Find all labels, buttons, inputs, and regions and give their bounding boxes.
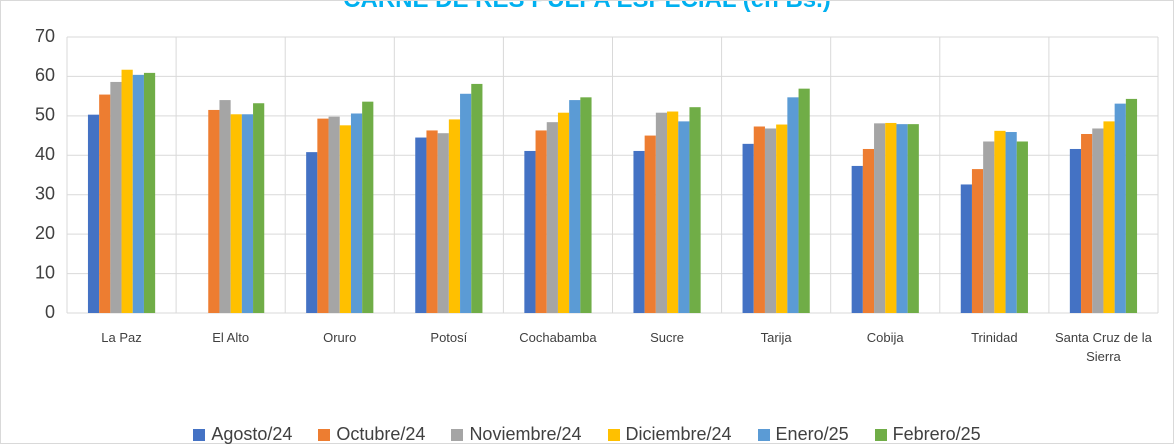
bar bbox=[230, 114, 242, 313]
bar bbox=[1103, 121, 1115, 314]
bar bbox=[328, 116, 340, 313]
x-tick-label: Tarija bbox=[760, 330, 792, 345]
bar bbox=[253, 103, 265, 314]
y-tick-label: 50 bbox=[35, 105, 55, 125]
x-tick-label: Cobija bbox=[866, 330, 904, 345]
bar bbox=[960, 184, 972, 313]
y-tick-label: 70 bbox=[35, 26, 55, 46]
legend-item: Diciembre/24 bbox=[607, 424, 732, 444]
bar bbox=[437, 133, 449, 313]
x-tick-label: Cochabamba bbox=[519, 330, 597, 345]
legend-label: Noviembre/24 bbox=[469, 424, 582, 444]
bar bbox=[208, 109, 220, 313]
bar bbox=[415, 137, 427, 313]
x-tick-label: Santa Cruz de la Sierra bbox=[1055, 330, 1152, 364]
chart-title: CARNE DE RES PULPA ESPECIAL (en Bs.) bbox=[0, 0, 1174, 14]
legend-label: Enero/25 bbox=[775, 424, 849, 444]
bar bbox=[689, 107, 701, 313]
bar bbox=[851, 165, 863, 313]
legend-swatch bbox=[607, 428, 620, 441]
x-tick-label: Potosí bbox=[430, 330, 468, 345]
bar bbox=[764, 128, 777, 313]
legend-item: Noviembre/24 bbox=[451, 424, 582, 444]
legend-swatch bbox=[193, 428, 206, 441]
bar bbox=[874, 123, 886, 313]
bar bbox=[362, 101, 374, 313]
bar bbox=[143, 72, 156, 313]
legend-item: Febrero/25 bbox=[874, 424, 981, 444]
legend: Agosto/24 Octubre/24 Noviembre/24 Diciembre… bbox=[0, 424, 1174, 444]
bar bbox=[667, 111, 679, 314]
bar bbox=[1092, 128, 1104, 313]
bar bbox=[994, 130, 1006, 313]
y-tick-label: 30 bbox=[35, 183, 55, 203]
x-tick-label: Oruro bbox=[323, 330, 357, 345]
bar bbox=[426, 130, 438, 313]
bar bbox=[798, 88, 810, 313]
bar bbox=[1069, 148, 1082, 313]
bar bbox=[776, 124, 788, 313]
bar bbox=[569, 100, 581, 313]
y-tick-label: 60 bbox=[35, 65, 55, 85]
legend-swatch bbox=[451, 428, 464, 441]
bar bbox=[1114, 103, 1126, 314]
legend-label: Febrero/25 bbox=[892, 424, 981, 444]
bar bbox=[121, 69, 133, 314]
bar bbox=[885, 122, 897, 313]
bar bbox=[742, 143, 754, 313]
bar bbox=[1005, 132, 1017, 313]
bar bbox=[644, 135, 656, 313]
x-tick-label: La Paz bbox=[101, 330, 142, 345]
bar bbox=[350, 113, 363, 314]
legend-label: Diciembre/24 bbox=[625, 424, 732, 444]
y-tick-label: 40 bbox=[35, 144, 55, 164]
bar bbox=[557, 112, 570, 314]
bar bbox=[655, 112, 668, 314]
bar bbox=[787, 97, 799, 313]
bar bbox=[317, 118, 329, 313]
bar bbox=[132, 74, 144, 313]
bar bbox=[460, 93, 472, 313]
legend-label: Octubre/24 bbox=[336, 424, 426, 444]
legend-swatch bbox=[757, 428, 770, 441]
legend-swatch bbox=[874, 428, 887, 441]
bar bbox=[983, 141, 995, 313]
y-tick-label: 10 bbox=[35, 262, 55, 282]
bar bbox=[580, 97, 592, 313]
bar bbox=[219, 100, 231, 313]
legend-item: Agosto/24 bbox=[193, 424, 292, 444]
legend-item: Octubre/24 bbox=[318, 424, 425, 444]
bar bbox=[306, 152, 318, 313]
bar bbox=[535, 130, 547, 313]
legend-label: Agosto/24 bbox=[211, 424, 293, 444]
bar bbox=[241, 114, 254, 313]
bar bbox=[862, 148, 875, 313]
bar bbox=[633, 150, 645, 313]
x-tick-label: Sucre bbox=[650, 330, 685, 345]
bar bbox=[524, 150, 536, 313]
bar bbox=[753, 126, 765, 313]
y-tick-label: 20 bbox=[35, 223, 55, 243]
bar bbox=[896, 124, 908, 313]
x-tick-label: Trinidad bbox=[971, 330, 1018, 345]
bar bbox=[907, 124, 919, 313]
bar bbox=[1081, 133, 1093, 313]
bar bbox=[448, 119, 461, 313]
bar bbox=[110, 81, 122, 313]
bar bbox=[678, 121, 690, 314]
bar bbox=[471, 83, 483, 313]
x-tick-label: El Alto bbox=[212, 330, 250, 345]
bar bbox=[546, 122, 558, 313]
legend-swatch bbox=[318, 428, 331, 441]
bar bbox=[339, 125, 351, 313]
y-tick-label: 0 bbox=[45, 302, 55, 322]
bar bbox=[99, 94, 111, 314]
bar bbox=[87, 114, 100, 313]
bar bbox=[1016, 141, 1028, 313]
bar bbox=[1125, 98, 1138, 313]
legend-item: Enero/25 bbox=[757, 424, 849, 444]
bar bbox=[971, 169, 984, 313]
